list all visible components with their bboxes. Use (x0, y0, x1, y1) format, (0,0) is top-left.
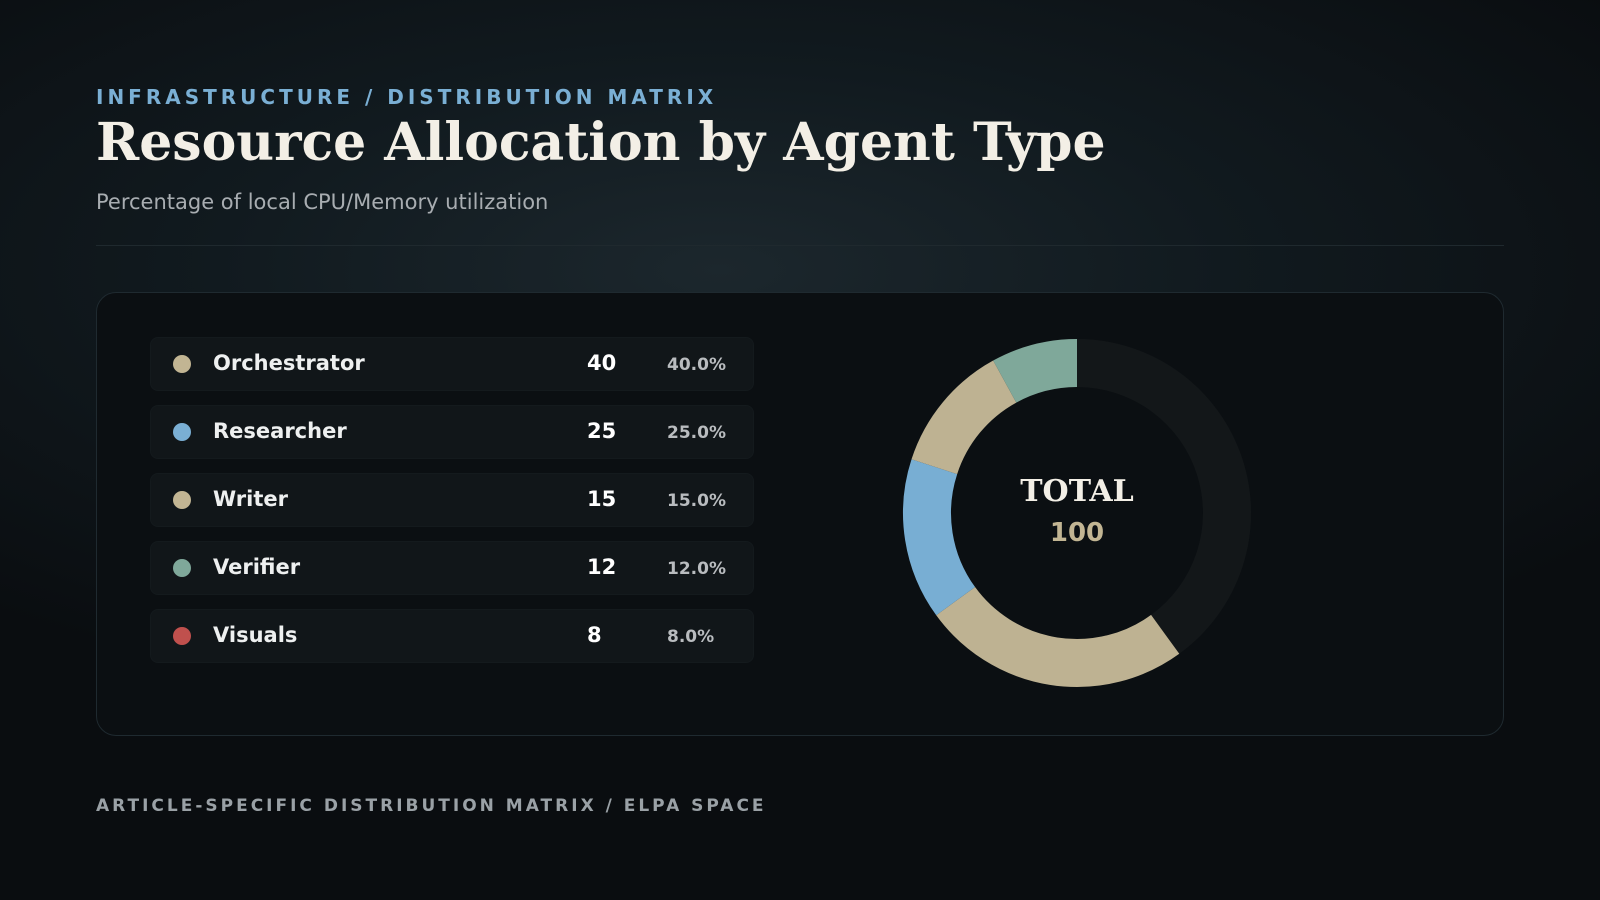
donut-slice (1076, 339, 1251, 654)
legend-dot (173, 627, 191, 645)
legend-row: Visuals 8 8.0% (150, 609, 754, 663)
legend-dot (173, 355, 191, 373)
legend-dot (173, 491, 191, 509)
legend-row: Orchestrator 40 40.0% (150, 337, 754, 391)
chart-card: TOTAL 100 Orchestrator 40 40.0% Researcher 2… (96, 292, 1504, 736)
value-label: 40 (587, 351, 617, 375)
legend-label: Writer (213, 487, 288, 511)
percent-label: 15.0% (667, 491, 726, 511)
donut-slice (993, 339, 1078, 403)
donut-slice (911, 360, 1017, 475)
footer: ARTICLE-SPECIFIC DISTRIBUTION MATRIX / E… (96, 796, 767, 816)
center-label: TOTAL (1020, 474, 1134, 509)
donut-slice (903, 459, 976, 616)
legend-dot (173, 559, 191, 577)
legend-label: Researcher (213, 419, 347, 443)
legend-label: Visuals (213, 623, 298, 647)
legend-label: Orchestrator (213, 351, 365, 375)
kicker: INFRASTRUCTURE / DISTRIBUTION MATRIX (96, 85, 718, 109)
chart-title: Resource Allocation by Agent Type (96, 112, 1106, 173)
legend-row: Verifier 12 12.0% (150, 541, 754, 595)
value-label: 15 (587, 487, 617, 511)
value-label: 8 (587, 623, 602, 647)
percent-label: 12.0% (667, 559, 726, 579)
donut-slice (936, 586, 1180, 687)
percent-label: 25.0% (667, 423, 726, 443)
subtitle: Percentage of local CPU/Memory utilizati… (96, 190, 549, 214)
legend-row: Researcher 25 25.0% (150, 405, 754, 459)
percent-label: 40.0% (667, 355, 726, 375)
value-label: 12 (587, 555, 617, 579)
donut-chart: TOTAL 100 (903, 339, 1251, 687)
percent-label: 8.0% (667, 627, 715, 647)
center-total: 100 (1050, 518, 1104, 548)
legend-row: Writer 15 15.0% (150, 473, 754, 527)
legend-label: Verifier (213, 555, 301, 579)
divider (96, 245, 1504, 246)
value-label: 25 (587, 419, 617, 443)
legend-dot (173, 423, 191, 441)
